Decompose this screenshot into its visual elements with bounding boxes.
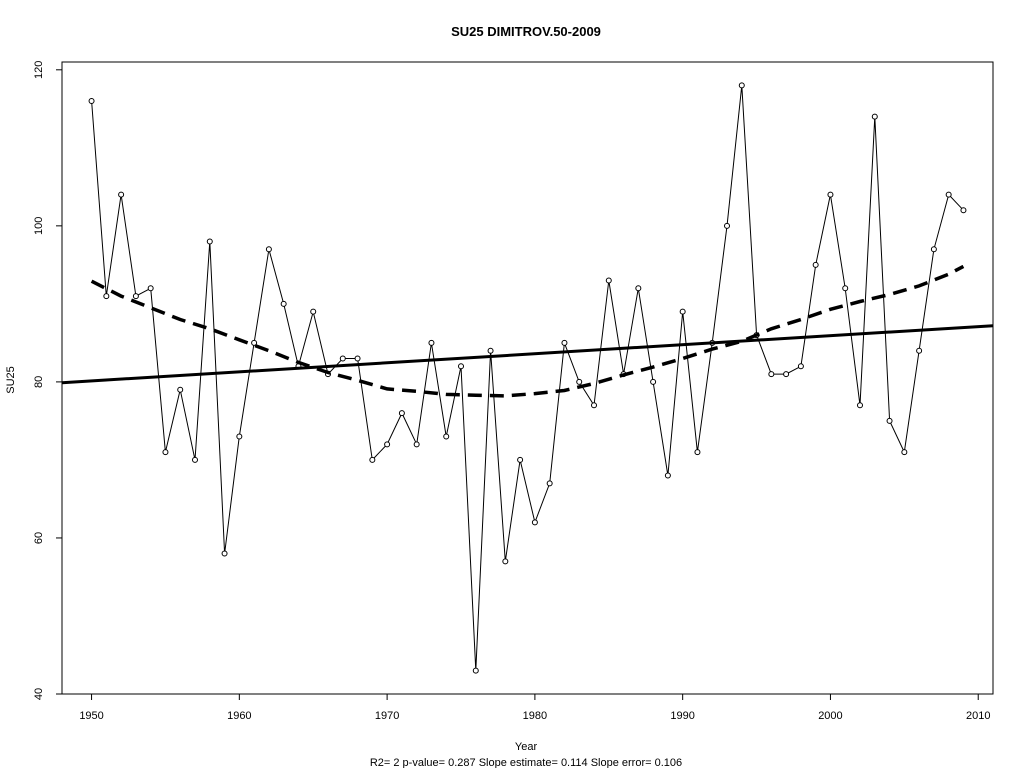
observed-point	[177, 386, 184, 393]
observed-point	[960, 207, 967, 214]
observed-point	[132, 293, 139, 300]
observed-point	[561, 339, 568, 346]
observed-point	[768, 371, 775, 378]
observed-point	[724, 222, 730, 229]
observed-point	[369, 456, 376, 463]
observed-point	[679, 308, 686, 315]
x-tick-label: 1950	[79, 710, 103, 722]
x-tick-label: 1970	[375, 710, 399, 722]
observed-point	[945, 191, 952, 198]
observed-point	[531, 519, 538, 526]
observed-point	[413, 441, 420, 448]
observed-point	[916, 347, 923, 354]
x-tick-label: 1980	[523, 710, 547, 722]
y-tick-label: 40	[33, 688, 45, 700]
y-tick-label: 80	[33, 376, 45, 388]
observed-point	[236, 433, 243, 440]
observed-point	[871, 113, 878, 120]
observed-point	[221, 550, 228, 557]
observed-point	[162, 449, 169, 456]
observed-point	[458, 363, 464, 370]
observed-point	[783, 371, 790, 378]
observed-point	[546, 480, 553, 487]
observed-series-line	[91, 85, 964, 671]
y-axis: 40 60 80 100 120	[33, 61, 62, 700]
observed-point	[310, 308, 317, 315]
x-axis-label: Year	[515, 741, 538, 753]
footer-stats: R2= 2 p-value= 0.287 Slope estimate= 0.1…	[370, 757, 682, 768]
observed-point	[797, 363, 804, 370]
observed-point	[384, 441, 391, 448]
x-tick-label: 1960	[227, 710, 251, 722]
observed-point	[339, 355, 346, 362]
observed-point	[827, 191, 834, 198]
observed-point	[354, 355, 361, 362]
x-tick-label: 2010	[966, 710, 990, 722]
observed-point	[265, 246, 272, 253]
series-layer	[61, 82, 994, 674]
observed-point	[428, 339, 435, 346]
observed-point	[591, 402, 597, 409]
observed-point	[103, 293, 110, 300]
x-tick-label: 2000	[818, 710, 842, 722]
observed-point	[635, 285, 642, 292]
observed-point	[812, 261, 819, 268]
y-tick-label: 100	[33, 217, 45, 235]
observed-point	[694, 449, 701, 456]
observed-point	[147, 285, 154, 292]
observed-point	[857, 402, 863, 409]
observed-point	[118, 191, 125, 198]
observed-point	[398, 410, 405, 417]
observed-point	[664, 472, 671, 479]
y-tick-label: 60	[33, 532, 45, 544]
observed-point	[605, 277, 612, 284]
chart-title: SU25 DIMITROV.50-2009	[451, 24, 601, 39]
observed-point	[443, 433, 450, 440]
linear-trend-line	[61, 324, 994, 385]
observed-point	[517, 456, 524, 463]
observed-point	[280, 300, 287, 307]
observed-point	[472, 667, 479, 674]
observed-point	[206, 238, 213, 245]
observed-point	[251, 339, 258, 346]
observed-point	[576, 378, 583, 385]
observed-point	[901, 449, 908, 456]
observed-point	[487, 347, 494, 354]
y-tick-label: 120	[33, 61, 45, 79]
observed-point	[738, 82, 745, 89]
observed-point	[192, 456, 198, 463]
plot-frame	[61, 61, 994, 695]
observed-point	[930, 246, 937, 253]
observed-point	[842, 285, 849, 292]
x-tick-label: 1990	[670, 710, 694, 722]
observed-point	[502, 558, 509, 565]
observed-point	[886, 417, 893, 424]
smoothed-trend-line	[90, 264, 965, 398]
observed-point	[88, 98, 95, 105]
y-axis-label: SU25	[5, 366, 17, 394]
observed-point	[650, 378, 657, 385]
x-axis: 1950 1960 1970 1980 1990 2000 2010	[79, 694, 990, 722]
